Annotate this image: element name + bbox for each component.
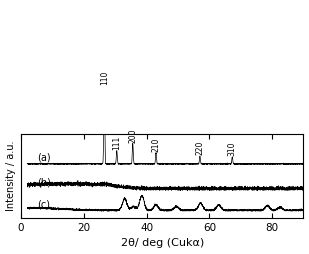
- Text: 111: 111: [112, 135, 121, 150]
- Y-axis label: Intensity / a.u.: Intensity / a.u.: [6, 141, 15, 211]
- Text: 200: 200: [128, 128, 137, 143]
- Text: 310: 310: [228, 141, 237, 156]
- Text: (c): (c): [37, 199, 50, 209]
- Text: 220: 220: [195, 141, 205, 155]
- Text: 110: 110: [100, 71, 109, 85]
- Text: (a): (a): [37, 152, 50, 162]
- Text: 210: 210: [151, 138, 160, 152]
- Text: (b): (b): [37, 178, 51, 187]
- X-axis label: 2θ/ deg (Cukα): 2θ/ deg (Cukα): [121, 239, 204, 248]
